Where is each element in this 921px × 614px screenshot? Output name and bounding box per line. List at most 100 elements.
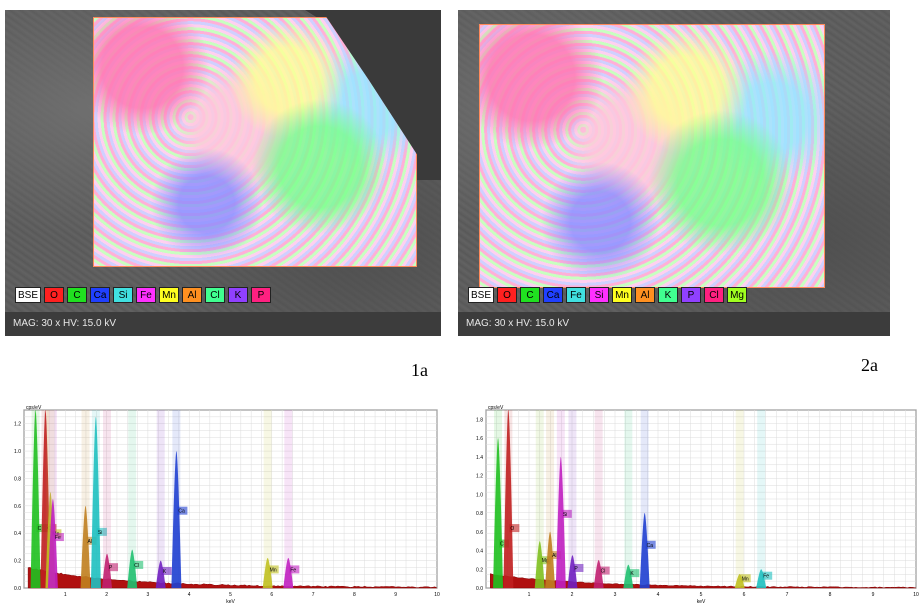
peak-label-text: Ca: [178, 509, 185, 515]
legend-chip-mn: Mn: [612, 287, 632, 303]
x-tick-label: 3: [147, 592, 150, 598]
x-tick-label: 6: [743, 592, 746, 598]
peak-label-ca: Ca: [177, 507, 187, 515]
legend-chip-bse: BSE: [468, 287, 494, 303]
x-tick-label: 4: [657, 592, 660, 598]
legend-chip-bse: BSE: [15, 287, 41, 303]
peak-label-text: C: [38, 526, 42, 532]
y-tick-label: 0.8: [476, 511, 483, 517]
peak-label-text: Al: [552, 553, 556, 559]
peak-label-text: Fe: [55, 535, 61, 541]
x-tick-label: 8: [829, 592, 832, 598]
legend-chip-o: O: [497, 287, 517, 303]
y-tick-label: 1.6: [476, 436, 483, 442]
caption-1a: 1a: [411, 360, 428, 381]
peak-label-k: K: [162, 567, 172, 575]
peak-label-text: Cl: [134, 563, 139, 569]
y-tick-label: 1.0: [476, 492, 483, 498]
info-bar: MAG: 30 x HV: 15.0 kV: [5, 312, 441, 336]
x-tick-label: 7: [786, 592, 789, 598]
peak-label-text: O: [510, 526, 514, 532]
peak-label-text: Fe: [763, 574, 769, 580]
peak-label-mn: Mn: [741, 574, 751, 582]
x-tick-label: 9: [872, 592, 875, 598]
legend-chip-mg: Mg: [727, 287, 747, 303]
y-axis-label: cps/eV: [488, 405, 504, 411]
x-tick-label: 3: [614, 592, 617, 598]
peak-label-k: K: [629, 569, 639, 577]
x-tick-label: 2: [105, 592, 108, 598]
x-tick-label: 10: [913, 592, 919, 598]
eds-map-2a: BSE O C Ca Fe Si Mn Al K P Cl Mg MAG: 30 x HV: 15.0…: [458, 10, 890, 336]
y-tick-label: 0.2: [14, 559, 21, 565]
y-axis-label: cps/eV: [26, 405, 42, 411]
peak-band-k: [624, 410, 632, 588]
x-tick-label: 5: [229, 592, 232, 598]
legend-chip-fe: Fe: [136, 287, 156, 303]
peak-label-text: Fe: [290, 567, 296, 573]
legend-chip-k: K: [228, 287, 248, 303]
peak-band-fe: [757, 410, 765, 588]
y-tick-label: 1.4: [476, 455, 483, 461]
x-tick-label: 4: [188, 592, 191, 598]
peak-label-fe: Fe: [54, 533, 64, 541]
y-tick-label: 1.2: [476, 474, 483, 480]
y-tick-label: 0.4: [476, 549, 483, 555]
x-tick-label: 1: [64, 592, 67, 598]
y-tick-label: 1.8: [476, 417, 483, 423]
y-tick-label: 0.2: [476, 567, 483, 573]
x-tick-label: 2: [571, 592, 574, 598]
y-tick-label: 0.6: [14, 504, 21, 510]
peak-label-fe: Fe: [762, 572, 772, 580]
y-tick-label: 1.0: [14, 449, 21, 455]
y-tick-label: 0.6: [476, 530, 483, 536]
x-axis-label: keV: [697, 599, 706, 605]
peak-label-text: Cl: [601, 569, 606, 575]
y-tick-label: 1.2: [14, 422, 21, 428]
element-legend: BSE O C Ca Fe Si Mn Al K P Cl Mg: [468, 287, 747, 303]
legend-chip-fe: Fe: [566, 287, 586, 303]
x-tick-label: 7: [312, 592, 315, 598]
legend-chip-ca: Ca: [90, 287, 110, 303]
y-tick-label: 0.8: [14, 476, 21, 482]
peak-label-text: Mn: [270, 567, 277, 573]
legend-chip-c: C: [67, 287, 87, 303]
info-bar: MAG: 30 x HV: 15.0 kV: [458, 312, 890, 336]
y-tick-label: 0.4: [14, 531, 21, 537]
spectrum-plot: COMnFeAlSiPClKCaMnFe0.00.20.40.60.81.01.…: [14, 405, 440, 605]
element-legend: BSE O C Ca Si Fe Mn Al Cl K P: [15, 287, 271, 303]
legend-chip-mn: Mn: [159, 287, 179, 303]
legend-chip-cl: Cl: [205, 287, 225, 303]
peak-band-mn: [736, 410, 744, 588]
peak-label-text: Ca: [647, 543, 654, 549]
peak-label-text: Al: [88, 539, 92, 545]
legend-chip-si: Si: [589, 287, 609, 303]
peak-label-cl: Cl: [133, 561, 143, 569]
peak-label-p: P: [108, 563, 118, 571]
peak-label-text: Mn: [742, 576, 749, 582]
peak-label-text: C: [500, 542, 504, 548]
x-tick-label: 8: [353, 592, 356, 598]
y-tick-label: 0.0: [476, 586, 483, 592]
peak-label-ca: Ca: [646, 541, 656, 549]
legend-chip-p: P: [251, 287, 271, 303]
peak-label-cl: Cl: [600, 567, 610, 575]
peak-label-o: O: [509, 524, 519, 532]
eds-map-1a: BSE O C Ca Si Fe Mn Al Cl K P MAG: 30 x HV: 15.0 k…: [5, 10, 441, 336]
peak-label-p: P: [573, 564, 583, 572]
peak-label-mn: Mn: [269, 565, 279, 573]
x-tick-label: 6: [270, 592, 273, 598]
x-tick-label: 1: [528, 592, 531, 598]
x-tick-label: 9: [394, 592, 397, 598]
x-axis-label: keV: [226, 599, 235, 605]
legend-chip-o: O: [44, 287, 64, 303]
peak-label-text: Si: [563, 512, 567, 518]
eds-spectrum-2: COMgAlSiP Cl KCaMn Fe0.00.20.40.60.81.01.21…: [462, 402, 921, 614]
legend-chip-cl: Cl: [704, 287, 724, 303]
y-tick-label: 0.0: [14, 586, 21, 592]
legend-chip-al: Al: [182, 287, 202, 303]
peak-label-text: Si: [98, 530, 102, 536]
legend-chip-p: P: [681, 287, 701, 303]
legend-chip-c: C: [520, 287, 540, 303]
peak-label-fe: Fe: [289, 565, 299, 573]
